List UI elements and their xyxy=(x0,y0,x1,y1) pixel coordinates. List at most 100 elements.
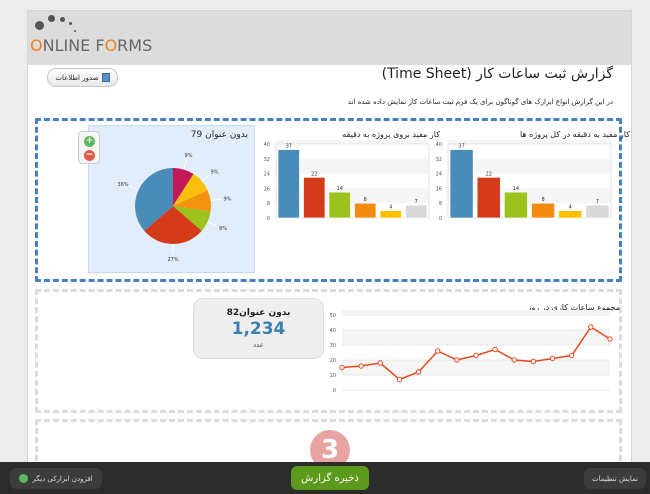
pie-connector xyxy=(207,221,217,227)
grid-band xyxy=(276,158,429,174)
pie-slice xyxy=(173,168,194,206)
pie-connector xyxy=(201,174,210,182)
bar-value-label: 37 xyxy=(286,144,292,150)
widget-section-2 xyxy=(35,289,622,413)
bar-chart-right: 0 8 16 24 32 40 37 22 14 8 4 7 xyxy=(436,140,612,222)
grid-band xyxy=(342,360,610,375)
line-point xyxy=(549,355,556,362)
grid-band xyxy=(342,330,610,345)
y-tick-label: 8 xyxy=(267,201,270,207)
line-point xyxy=(454,357,460,363)
y-tick-label: 8 xyxy=(439,201,442,207)
grid-band xyxy=(448,140,611,144)
line-point xyxy=(473,352,479,359)
bar xyxy=(503,191,528,219)
y-tick-label: 20 xyxy=(330,358,336,364)
bar-value-label: 8 xyxy=(541,197,544,203)
page-description: در این گزارش انواع ابزارک های گوناگون بر… xyxy=(347,98,613,106)
bar-value-label: 7 xyxy=(596,199,599,205)
show-settings-button[interactable]: نمایش تنظیمات xyxy=(584,468,646,489)
line-point xyxy=(530,358,537,365)
bar-value-label: 4 xyxy=(569,205,572,211)
pie-label: 9% xyxy=(185,153,193,159)
bar xyxy=(531,202,556,219)
bar xyxy=(354,202,377,219)
bar-chart-left-title: کار مفید بروی پروژه به دقیقه xyxy=(342,130,440,139)
bar xyxy=(449,149,474,219)
bar-value-label: 14 xyxy=(513,186,519,192)
bar-value-label: 37 xyxy=(458,144,464,150)
bar-value-label: 14 xyxy=(337,186,343,192)
footer-toolbar: افزودن ابزارکی دیگر ذخیره گزارش نمایش تن… xyxy=(0,462,650,494)
pie-widget[interactable]: بدون عنوان 79 9% 9% 9% 9% 27% 36% xyxy=(88,125,255,273)
add-widget-button[interactable]: افزودن ابزارکی دیگر xyxy=(10,468,102,489)
line-point xyxy=(511,357,517,363)
bar xyxy=(405,204,428,219)
kpi-title: بدون عنوان82 xyxy=(226,308,291,318)
y-tick-label: 40 xyxy=(436,142,442,148)
bar-value-label: 8 xyxy=(364,197,367,203)
line-chart-title: مجموع ساعات کاری در روز xyxy=(527,303,620,312)
plot-frame xyxy=(447,143,612,219)
pie-title: بدون عنوان 79 xyxy=(190,130,248,140)
export-label: صدور اطلاعات xyxy=(55,73,99,82)
kpi-unit: عدد xyxy=(253,341,264,349)
line-point xyxy=(358,363,364,369)
line-point xyxy=(607,336,613,342)
y-tick-label: 24 xyxy=(264,172,270,178)
bar xyxy=(558,210,583,219)
line-point xyxy=(569,352,575,359)
y-tick-label: 16 xyxy=(436,186,442,192)
bar-value-label: 4 xyxy=(389,205,392,211)
pie-connector xyxy=(183,159,188,170)
pie-connector xyxy=(129,185,139,191)
plot-frame xyxy=(275,143,430,219)
zoom-controls: + − xyxy=(78,131,100,164)
bar-value-label: 22 xyxy=(311,171,317,177)
line-point xyxy=(588,324,594,330)
zoom-out-icon[interactable]: − xyxy=(84,150,95,161)
y-tick-label: 0 xyxy=(439,216,442,222)
spreadsheet-icon xyxy=(101,73,110,82)
line-point xyxy=(396,376,403,383)
line-chart: 0 10 20 30 40 50 xyxy=(330,310,613,394)
page-title: گزارش ثبت ساعات کار (Time Sheet) xyxy=(381,66,613,82)
export-button[interactable]: صدور اطلاعات xyxy=(47,68,118,87)
bar-chart-left: 0 8 16 24 32 40 37 22 14 8 4 7 xyxy=(264,140,430,222)
y-tick-label: 10 xyxy=(330,373,336,379)
y-tick-label: 30 xyxy=(330,343,336,349)
kpi-card[interactable]: بدون عنوان82 1,234 عدد xyxy=(193,298,324,359)
line-point xyxy=(415,369,422,375)
y-tick-label: 40 xyxy=(330,328,336,334)
logo: ONLINE FORMS xyxy=(30,36,153,55)
bar xyxy=(328,191,351,219)
pie-label: 36% xyxy=(117,182,128,188)
plus-circle-icon xyxy=(19,474,29,483)
bar xyxy=(379,210,402,219)
add-widget-label: افزودن ابزارکی دیگر xyxy=(32,474,93,483)
pie-slice xyxy=(135,168,173,231)
pie-slice xyxy=(173,206,211,231)
grid-band xyxy=(276,140,429,144)
grid-band xyxy=(342,310,610,315)
y-tick-label: 24 xyxy=(436,172,442,178)
widget-section-3 xyxy=(35,419,622,479)
pie-label: 9% xyxy=(211,169,219,175)
grid-band xyxy=(448,158,611,174)
pie-label: 27% xyxy=(167,257,178,263)
pie-label: 9% xyxy=(219,226,227,232)
pie-connector xyxy=(210,198,221,202)
bar-value-label: 7 xyxy=(415,199,418,205)
y-tick-label: 40 xyxy=(264,142,270,148)
y-tick-label: 0 xyxy=(267,216,270,222)
y-tick-label: 0 xyxy=(333,388,336,394)
kpi-value: 1,234 xyxy=(231,319,286,339)
bar xyxy=(476,176,501,219)
bar xyxy=(277,149,300,219)
zoom-in-icon[interactable]: + xyxy=(84,136,95,147)
line-point xyxy=(339,364,345,371)
bar xyxy=(303,176,326,219)
save-report-button[interactable]: ذخیره گزارش xyxy=(291,466,369,490)
pie-slice xyxy=(173,174,208,206)
bar-chart-right-title: کار مفید به دقیقه در کل پروژه ها xyxy=(519,130,630,139)
